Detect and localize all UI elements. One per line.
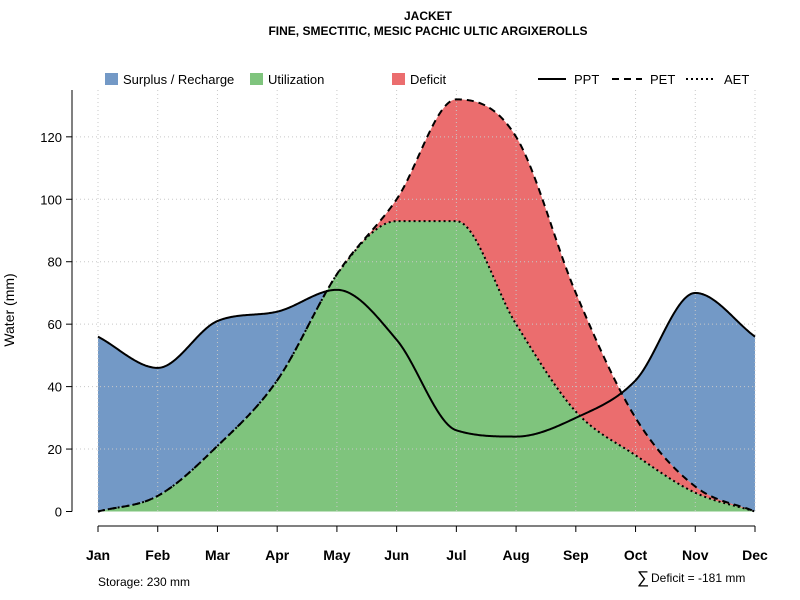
utilization-area — [98, 221, 755, 512]
surplus-area — [98, 289, 755, 512]
y-tick-label: 20 — [48, 442, 62, 457]
deficit-annotation: Deficit = -181 mm — [651, 571, 745, 585]
x-tick-label: Oct — [624, 547, 648, 563]
x-tick-label: Jan — [86, 547, 110, 563]
series-lines — [97, 98, 756, 513]
x-tick-label: Jun — [384, 547, 409, 563]
series-line-aet — [97, 220, 756, 513]
x-tick-label: Aug — [502, 547, 529, 563]
y-tick-label: 0 — [55, 505, 62, 520]
y-axis-label: Water (mm) — [1, 273, 17, 346]
axes: 0 20 40 60 80 100 120 Jan Feb Mar Apr May Jun Jul Aug S… — [40, 90, 768, 563]
x-tick-label: Apr — [265, 547, 290, 563]
legend-label-deficit: Deficit — [410, 72, 447, 87]
legend-swatch-deficit — [392, 73, 405, 85]
y-tick-label: 60 — [48, 317, 62, 332]
legend-label-aet: AET — [724, 72, 749, 87]
x-tick-label: Nov — [682, 547, 709, 563]
y-tick-label: 100 — [40, 192, 62, 207]
legend-swatch-utilization — [250, 73, 263, 85]
deficit-sum-symbol: ∑ — [637, 568, 649, 587]
legend: Surplus / Recharge Utilization Deficit P… — [105, 72, 749, 87]
y-tick-label: 40 — [48, 380, 62, 395]
storage-annotation: Storage: 230 mm — [98, 575, 190, 589]
x-tick-label: Jul — [446, 547, 466, 563]
x-tick-label: Mar — [205, 547, 230, 563]
x-tick-label: May — [323, 547, 350, 563]
y-tick-label: 80 — [48, 255, 62, 270]
chart-title: JACKET — [404, 9, 453, 23]
y-tick-label: 120 — [40, 130, 62, 145]
x-tick-label: Dec — [742, 547, 768, 563]
legend-label-surplus: Surplus / Recharge — [123, 72, 234, 87]
chart-subtitle: FINE, SMECTITIC, MESIC PACHIC ULTIC ARGI… — [268, 24, 587, 38]
legend-label-pet: PET — [650, 72, 675, 87]
series-line-ppt — [97, 288, 756, 438]
legend-swatch-surplus — [105, 73, 118, 85]
x-tick-label: Sep — [563, 547, 589, 563]
legend-label-utilization: Utilization — [268, 72, 324, 87]
area-fills — [98, 99, 755, 512]
x-tick-label: Feb — [145, 547, 170, 563]
legend-label-ppt: PPT — [574, 72, 599, 87]
deficit-area — [98, 99, 755, 512]
